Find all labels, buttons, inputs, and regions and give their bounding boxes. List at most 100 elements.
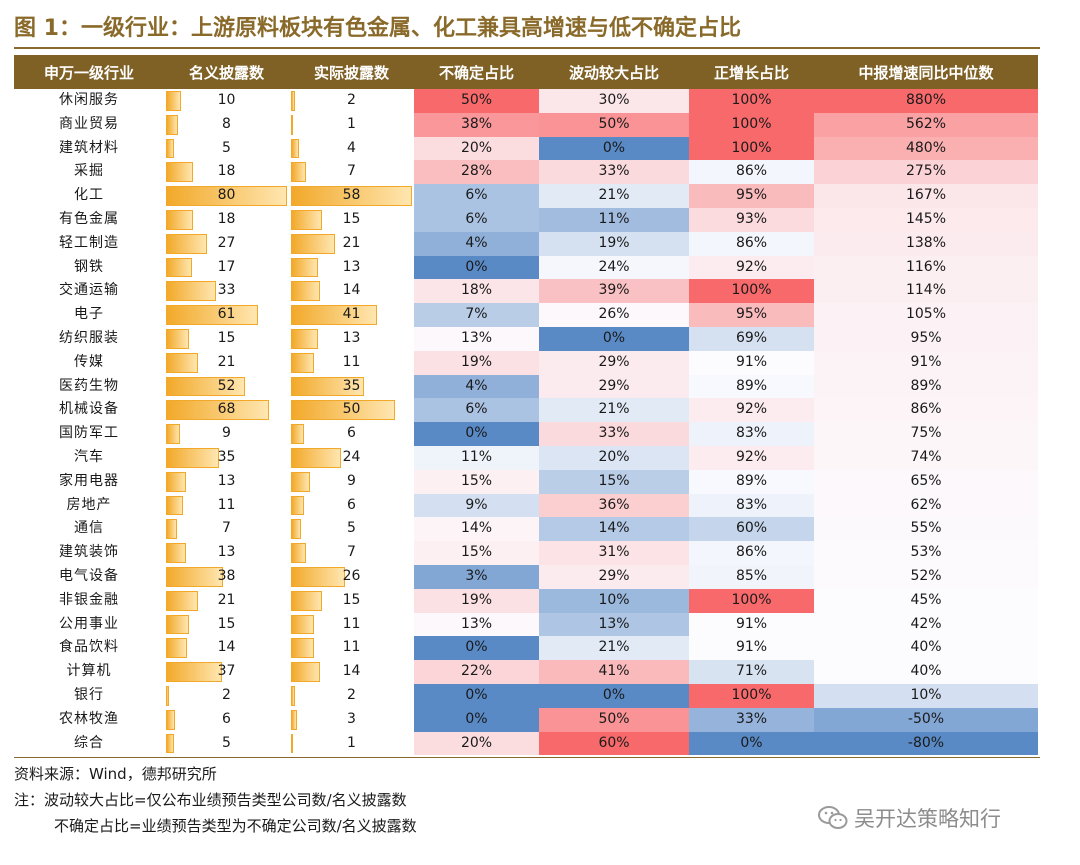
actual-cell: 26 [289,565,414,589]
actual-value: 3 [347,710,356,727]
industry-cell: 机械设备 [59,401,119,418]
actual-cell: 2 [289,89,414,113]
nominal-value: 61 [217,306,236,323]
volatile-cell: 24% [539,255,689,280]
nominal-value: 14 [217,639,236,656]
positive-cell: 86% [689,541,814,565]
actual-value: 50 [342,401,361,418]
uncertain-cell: 0% [414,683,539,708]
positive-cell: 100% [689,279,814,304]
actual-cell: 14 [289,660,414,684]
table-row: 非银金融 21 15 19% 10% 100% 45% [14,588,1038,613]
table-row: 综合 5 1 20% 60% 0% -80% [14,731,1038,756]
table-row: 纺织服装 15 13 13% 0% 69% 95% [14,326,1038,351]
nominal-value: 68 [217,401,236,418]
volatile-cell: 41% [539,660,689,684]
nominal-value: 5 [222,139,231,156]
industry-cell: 电气设备 [59,567,119,584]
col-header-actual: 实际披露数 [289,55,414,89]
nominal-bar [166,495,183,516]
nominal-cell: 21 [164,589,289,613]
actual-value: 11 [342,615,361,632]
nominal-cell: 18 [164,160,289,184]
uncertain-cell: 0% [414,255,539,280]
nominal-cell: 80 [164,184,289,208]
industry-cell: 综合 [74,734,104,751]
actual-value: 15 [342,591,361,608]
volatile-cell: 15% [539,469,689,494]
median-cell: 53% [814,541,1038,565]
median-cell: 86% [814,398,1038,423]
table-row: 食品饮料 14 11 0% 21% 91% 40% [14,636,1038,661]
table-row: 计算机 37 14 22% 41% 71% 40% [14,660,1038,684]
watermark-text: 吴开达策略知行 [854,807,1001,831]
data-table: 申万一级行业 名义披露数 实际披露数 不确定占比 波动较大占比 正增长占比 中报… [14,55,1038,756]
nominal-cell: 7 [164,517,289,541]
median-cell: 114% [814,279,1038,304]
nominal-cell: 35 [164,446,289,470]
median-cell: 52% [814,564,1038,589]
col-header-median: 中报增速同比中位数 [814,55,1038,89]
positive-cell: 89% [689,374,814,399]
positive-cell: 91% [689,612,814,637]
nominal-value: 2 [222,686,231,703]
volatile-cell: 29% [539,564,689,589]
industry-cell: 商业贸易 [59,115,119,132]
nominal-cell: 52 [164,375,289,399]
nominal-bar [166,590,198,611]
nominal-value: 18 [217,163,236,180]
median-cell: 62% [814,493,1038,518]
nominal-bar [166,209,194,230]
actual-value: 26 [342,567,361,584]
actual-value: 2 [347,686,356,703]
positive-cell: 91% [689,350,814,375]
nominal-value: 21 [217,353,236,370]
actual-value: 15 [342,210,361,227]
actual-value: 11 [342,353,361,370]
title-rule [14,47,1040,49]
nominal-value: 38 [217,567,236,584]
nominal-bar [166,543,186,563]
median-cell: 167% [814,184,1038,208]
table-row: 医药生物 52 35 4% 29% 89% 89% [14,374,1038,399]
nominal-value: 18 [217,210,236,227]
actual-cell: 1 [289,113,414,137]
positive-cell: 100% [689,89,814,113]
actual-bar [291,566,346,587]
median-cell: 138% [814,231,1038,256]
volatile-cell: 30% [539,89,689,113]
positive-cell: 0% [689,731,814,756]
actual-bar [291,590,323,611]
actual-cell: 7 [289,541,414,565]
nominal-bar [166,114,179,135]
uncertain-cell: 4% [414,231,539,256]
actual-value: 7 [347,544,356,561]
table-row: 有色金属 18 15 6% 11% 93% 145% [14,207,1038,232]
actual-bar [291,376,365,397]
actual-bar [291,709,298,730]
nominal-cell: 10 [164,89,289,113]
volatile-cell: 33% [539,160,689,185]
median-cell: -80% [814,731,1038,756]
uncertain-cell: 50% [414,89,539,113]
industry-cell: 电子 [74,306,104,323]
table-row: 建筑装饰 13 7 15% 31% 86% 53% [14,541,1038,565]
table-row: 传媒 21 11 19% 29% 91% 91% [14,350,1038,375]
nominal-cell: 37 [164,660,289,684]
positive-cell: 95% [689,303,814,327]
positive-cell: 92% [689,255,814,280]
uncertain-cell: 38% [414,112,539,137]
positive-cell: 83% [689,422,814,446]
nominal-cell: 21 [164,351,289,375]
actual-value: 9 [347,472,356,489]
actual-cell: 11 [289,613,414,637]
actual-cell: 24 [289,446,414,470]
actual-bar [291,91,296,111]
table-row: 公用事业 15 11 13% 13% 91% 42% [14,612,1038,637]
actual-cell: 11 [289,351,414,375]
nominal-bar [166,709,176,730]
uncertain-cell: 4% [414,374,539,399]
nominal-cell: 18 [164,208,289,232]
industry-cell: 纺织服装 [59,329,119,346]
uncertain-cell: 15% [414,469,539,494]
